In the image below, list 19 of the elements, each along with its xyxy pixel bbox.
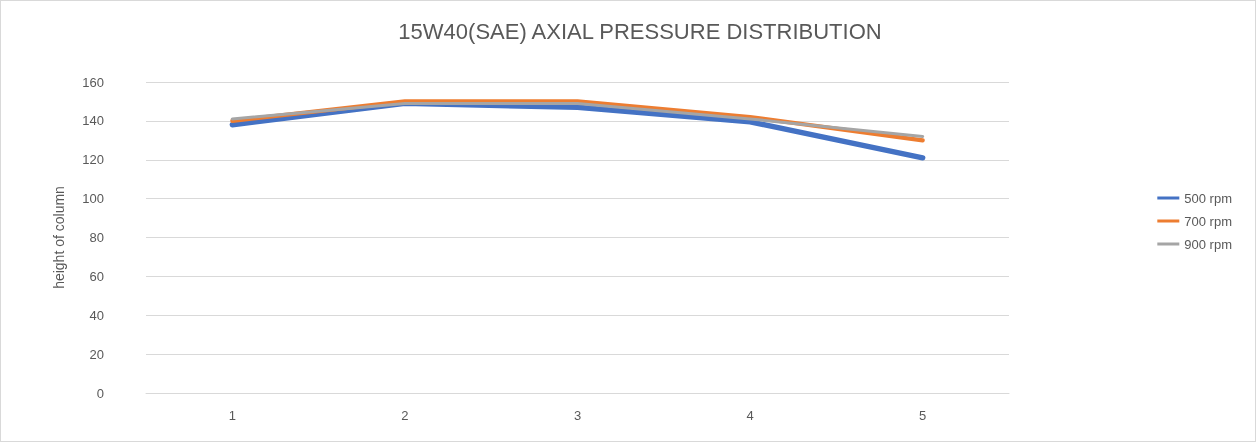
x-tick-label: 3 xyxy=(573,408,582,423)
y-tick-label: 60 xyxy=(89,268,104,284)
y-tick-label: 40 xyxy=(89,307,104,323)
legend-label: 700 rpm xyxy=(1184,213,1233,229)
legend-label: 500 rpm xyxy=(1184,190,1233,206)
x-tick-label: 4 xyxy=(746,408,754,423)
x-tick-label: 1 xyxy=(228,408,236,423)
y-tick-label: 160 xyxy=(82,74,104,90)
y-tick-label: 120 xyxy=(82,152,104,168)
y-tick-label: 20 xyxy=(89,346,104,362)
y-tick-label: 0 xyxy=(96,385,104,401)
legend-label: 900 rpm xyxy=(1184,236,1233,252)
y-tick-label: 100 xyxy=(82,191,104,207)
chart-title: 15W40(SAE) AXIAL PRESSURE DISTRIBUTION xyxy=(398,18,882,44)
x-tick-label: 5 xyxy=(919,408,927,423)
x-tick-label: 2 xyxy=(401,408,409,423)
y-tick-label: 80 xyxy=(89,230,104,245)
y-tick-label: 140 xyxy=(82,113,104,129)
y-axis-title: height of column xyxy=(51,186,67,289)
